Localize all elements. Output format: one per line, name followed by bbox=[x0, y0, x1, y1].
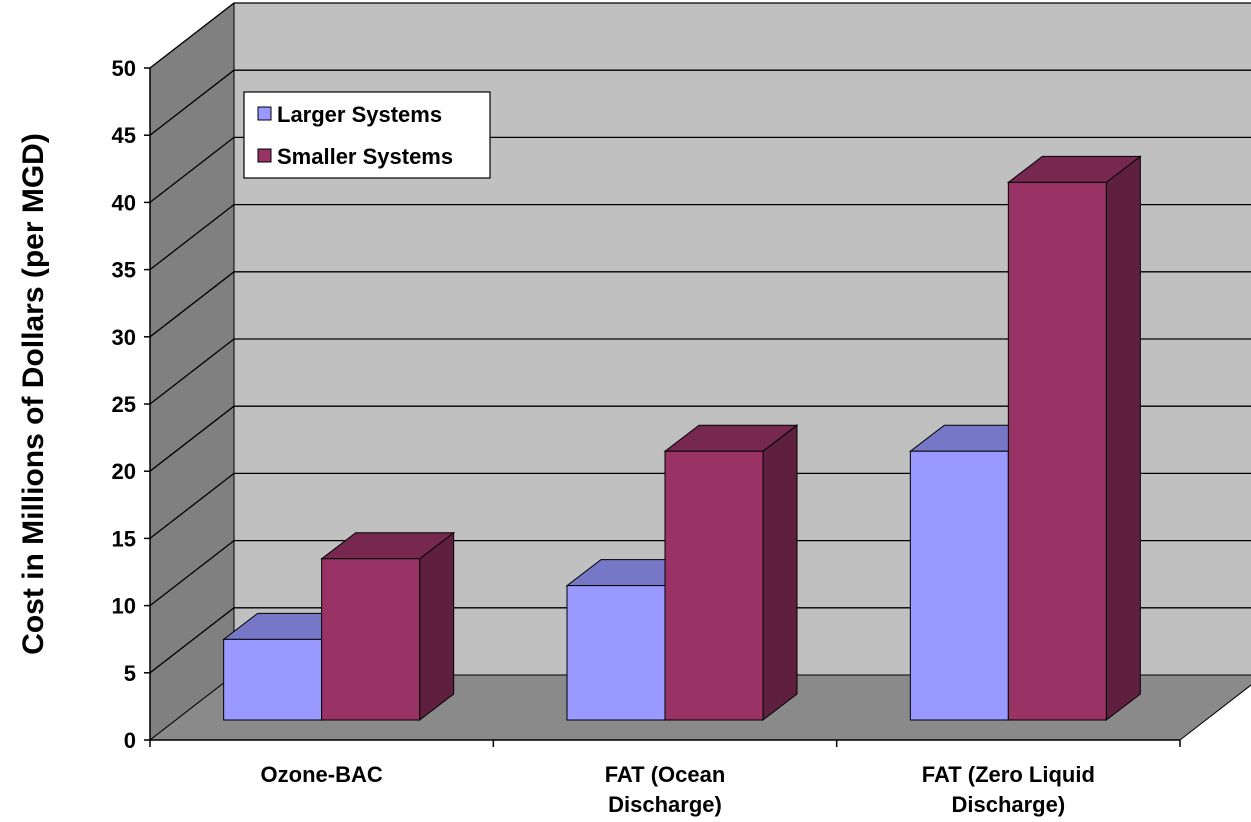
y-tick-label: 20 bbox=[112, 459, 136, 484]
bar bbox=[321, 558, 421, 721]
bar-side bbox=[419, 531, 455, 722]
y-tick-label: 10 bbox=[112, 594, 136, 619]
side-gridline bbox=[149, 69, 235, 136]
side-gridline bbox=[149, 136, 235, 203]
legend-swatch bbox=[257, 148, 272, 163]
bar-side bbox=[762, 424, 798, 722]
bars bbox=[222, 155, 1142, 722]
bar bbox=[1007, 181, 1107, 721]
bar bbox=[223, 638, 323, 721]
side-gridline bbox=[149, 607, 235, 674]
bar-side bbox=[1105, 155, 1141, 722]
x-category-label: Discharge) bbox=[951, 792, 1065, 817]
y-tick-label: 25 bbox=[112, 392, 136, 417]
y-tick-label: 45 bbox=[112, 123, 136, 148]
y-tick-label: 35 bbox=[112, 258, 136, 283]
side-gridline bbox=[149, 405, 235, 472]
x-category-label: Discharge) bbox=[608, 792, 722, 817]
side-gridline bbox=[149, 204, 235, 271]
legend-swatch bbox=[257, 106, 272, 121]
side-gridline bbox=[149, 472, 235, 539]
y-tick-label: 0 bbox=[124, 728, 136, 753]
bar bbox=[566, 585, 666, 721]
legend-label: Smaller Systems bbox=[277, 144, 453, 169]
y-tick-label: 40 bbox=[112, 190, 136, 215]
y-axis-title: Cost in Millions of Dollars (per MGD) bbox=[17, 133, 50, 655]
bar bbox=[909, 450, 1009, 721]
y-tick-label: 5 bbox=[124, 661, 136, 686]
y-tick-label: 15 bbox=[112, 526, 136, 551]
x-category-label: Ozone-BAC bbox=[261, 762, 383, 787]
y-tick-label: 30 bbox=[112, 325, 136, 350]
x-category-label: FAT (Ocean bbox=[605, 762, 726, 787]
side-gridline bbox=[149, 2, 235, 69]
legend-box bbox=[243, 91, 491, 179]
side-gridline bbox=[149, 540, 235, 607]
axes: 0 5 10 15 20 25 30 35 40 45 50 Cost in Millions of … bbox=[17, 56, 1181, 817]
legend-label: Larger Systems bbox=[277, 102, 442, 127]
bar bbox=[664, 450, 764, 721]
y-tick-label: 50 bbox=[112, 56, 136, 81]
side-gridline bbox=[149, 338, 235, 405]
x-category-label: FAT (Zero Liquid bbox=[922, 762, 1095, 787]
side-gridline bbox=[149, 271, 235, 338]
legend: Larger Systems Smaller Systems bbox=[243, 91, 491, 179]
